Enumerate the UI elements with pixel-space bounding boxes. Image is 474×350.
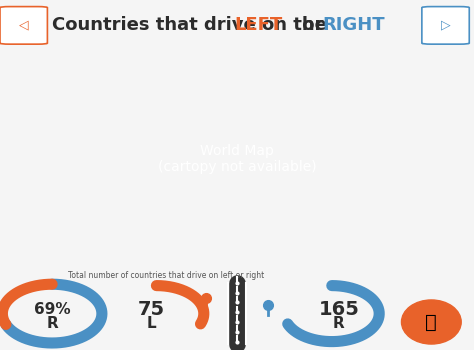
Text: 69%: 69% [34,302,71,317]
Text: L: L [147,316,156,331]
Text: World Map
(cartopy not available): World Map (cartopy not available) [158,144,316,174]
Text: 165: 165 [319,300,359,319]
Text: LEFT: LEFT [235,16,283,34]
FancyBboxPatch shape [422,7,469,44]
Circle shape [401,300,461,344]
Text: Countries that drive on the: Countries that drive on the [52,16,333,34]
Text: R: R [333,316,345,331]
Text: RIGHT: RIGHT [322,16,385,34]
Text: ▷: ▷ [441,19,450,32]
Text: R: R [46,316,58,331]
Text: ◁: ◁ [19,19,28,32]
Text: or: or [296,16,330,34]
Text: Total number of countries that drive on left or right: Total number of countries that drive on … [68,271,264,280]
FancyBboxPatch shape [0,7,47,44]
Text: 75: 75 [138,300,165,319]
Text: 🦏: 🦏 [426,313,437,331]
